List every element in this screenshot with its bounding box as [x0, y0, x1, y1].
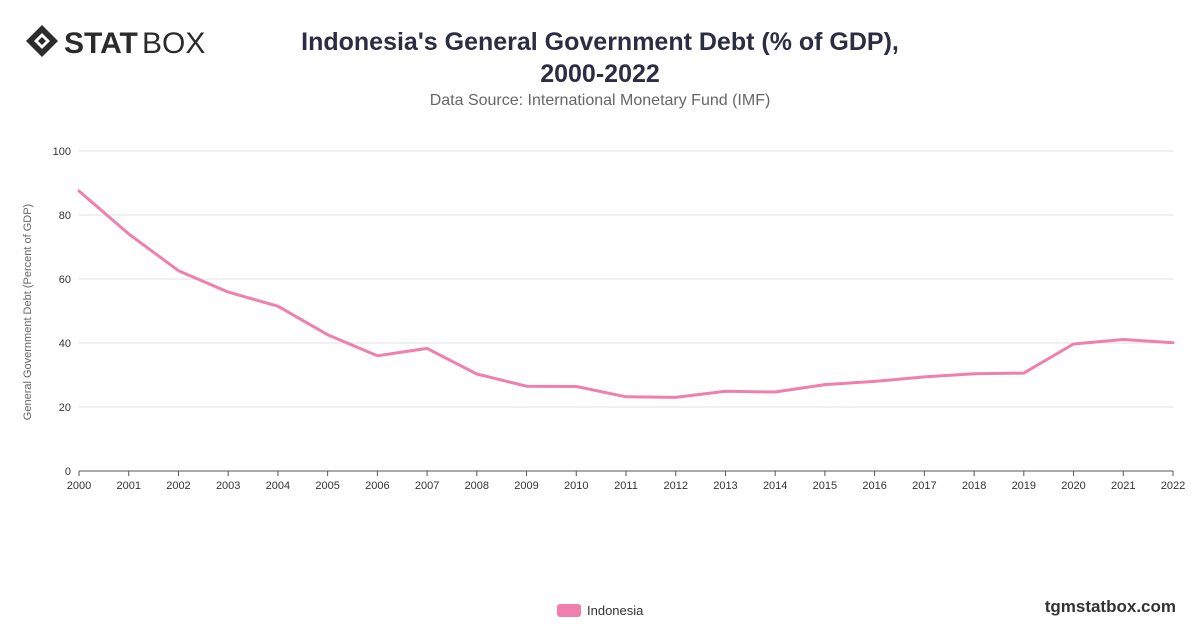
data-point[interactable] [421, 342, 433, 354]
data-point[interactable] [1167, 337, 1179, 349]
legend[interactable]: Indonesia [557, 603, 644, 618]
footer-brand: tgmstatbox.com [1044, 597, 1176, 616]
x-tick-label: 2004 [266, 480, 290, 492]
x-tick-label: 2000 [67, 480, 91, 492]
x-tick-label: 2001 [116, 480, 140, 492]
x-tick-label: 2018 [962, 480, 986, 492]
data-point[interactable] [819, 379, 831, 391]
grid-lines [79, 150, 1173, 472]
data-point[interactable] [1018, 367, 1030, 379]
x-tick-label: 2021 [1111, 480, 1135, 492]
x-tick-label: 2022 [1161, 480, 1185, 492]
series-group [73, 185, 1179, 403]
y-tick-label: 60 [59, 274, 71, 286]
data-point[interactable] [570, 381, 582, 393]
chart-title: Indonesia's General Government Debt (% o… [250, 26, 950, 90]
data-point[interactable] [769, 386, 781, 398]
logo-text-light: BOX [142, 27, 205, 60]
x-tick-label: 2019 [1012, 480, 1036, 492]
data-point[interactable] [471, 368, 483, 380]
x-tick-label: 2012 [663, 480, 687, 492]
data-point[interactable] [371, 350, 383, 362]
chart-subtitle: Data Source: International Monetary Fund… [429, 92, 771, 109]
logo-text-bold: STAT [64, 27, 138, 60]
chart-title-line2: 2000-2022 [540, 60, 660, 88]
y-tick-label: 80 [59, 210, 71, 222]
data-point[interactable] [620, 391, 632, 403]
x-tick-label: 2007 [415, 480, 439, 492]
data-point[interactable] [968, 368, 980, 380]
x-tick-label: 2011 [614, 480, 638, 492]
x-tick-label: 2017 [912, 480, 936, 492]
y-axis-label: General Government Debt (Percent of GDP) [22, 204, 34, 420]
diamond-logo-icon [26, 25, 58, 57]
y-tick-label: 0 [65, 466, 71, 478]
data-point[interactable] [272, 300, 284, 312]
data-point[interactable] [869, 375, 881, 387]
x-tick-label: 2006 [365, 480, 389, 492]
x-axis-ticks: 2000 2001 2002 2003 2004 2005 2006 2007 2008 2009… [67, 471, 1185, 492]
data-point[interactable] [719, 385, 731, 397]
data-point[interactable] [1117, 333, 1129, 345]
x-tick-label: 2005 [315, 480, 339, 492]
x-tick-label: 2003 [216, 480, 240, 492]
x-tick-label: 2013 [713, 480, 737, 492]
data-point[interactable] [1068, 338, 1080, 350]
legend-label-indonesia: Indonesia [587, 603, 644, 618]
x-tick-label: 2009 [514, 480, 538, 492]
data-point[interactable] [918, 371, 930, 383]
x-tick-label: 2016 [862, 480, 886, 492]
x-tick-label: 2008 [465, 480, 489, 492]
legend-swatch [557, 604, 581, 617]
data-point[interactable] [123, 228, 135, 240]
y-tick-label: 40 [59, 338, 71, 350]
data-point[interactable] [73, 185, 85, 197]
x-tick-label: 2010 [564, 480, 588, 492]
x-tick-label: 2015 [813, 480, 837, 492]
data-point[interactable] [670, 391, 682, 403]
statbox-logo: STAT BOX [26, 25, 205, 60]
data-point[interactable] [322, 329, 334, 341]
y-axis-ticks: 0 20 40 60 80 100 [53, 146, 71, 478]
chart-title-line1: Indonesia's General Government Debt (% o… [301, 28, 899, 56]
x-tick-label: 2002 [166, 480, 190, 492]
series-line-indonesia[interactable] [77, 189, 1175, 399]
y-tick-label: 100 [53, 146, 71, 158]
data-point[interactable] [521, 380, 533, 392]
data-point[interactable] [222, 286, 234, 298]
x-tick-label: 2014 [763, 480, 787, 492]
data-point[interactable] [172, 265, 184, 277]
y-tick-label: 20 [59, 402, 71, 414]
x-tick-label: 2020 [1061, 480, 1085, 492]
